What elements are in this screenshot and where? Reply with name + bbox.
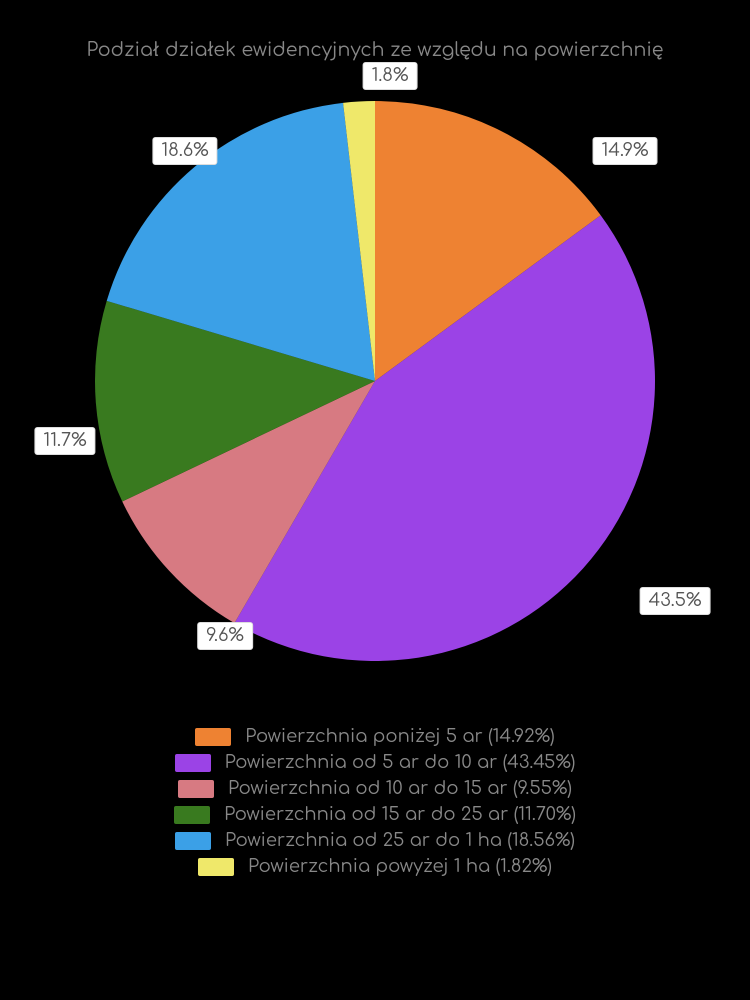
legend: Powierzchnia poniżej 5 ar (14.92%) Powier… (0, 701, 750, 877)
legend-text: Powierzchnia od 10 ar do 15 ar (9.55%) (228, 779, 572, 799)
legend-item: Powierzchnia od 10 ar do 15 ar (9.55%) (0, 779, 750, 799)
legend-item: Powierzchnia powyżej 1 ha (1.82%) (0, 857, 750, 877)
legend-item: Powierzchnia od 5 ar do 10 ar (43.45%) (0, 753, 750, 773)
pie-chart-area: 14.9% 43.5% 9.6% 11.7% 18.6% 1.8% (0, 61, 750, 701)
legend-text: Powierzchnia od 25 ar do 1 ha (18.56%) (225, 831, 575, 851)
legend-swatch (195, 728, 231, 746)
pie-svg (75, 81, 675, 681)
slice-label: 14.9% (593, 137, 658, 165)
legend-swatch (178, 780, 214, 798)
legend-text: Powierzchnia od 5 ar do 10 ar (43.45%) (225, 753, 576, 773)
legend-swatch (198, 858, 234, 876)
slice-label: 18.6% (152, 137, 217, 165)
slice-label: 9.6% (197, 622, 253, 650)
legend-swatch (174, 806, 210, 824)
legend-item: Powierzchnia od 15 ar do 25 ar (11.70%) (0, 805, 750, 825)
legend-text: Powierzchnia od 15 ar do 25 ar (11.70%) (224, 805, 576, 825)
legend-item: Powierzchnia od 25 ar do 1 ha (18.56%) (0, 831, 750, 851)
chart-container: Podział działek ewidencyjnych ze względu… (0, 0, 750, 1000)
legend-swatch (175, 832, 211, 850)
chart-title: Podział działek ewidencyjnych ze względu… (0, 0, 750, 61)
slice-label: 1.8% (363, 62, 418, 90)
legend-item: Powierzchnia poniżej 5 ar (14.92%) (0, 727, 750, 747)
slice-label: 43.5% (640, 587, 711, 615)
legend-text: Powierzchnia poniżej 5 ar (14.92%) (245, 727, 554, 747)
slice-label: 11.7% (34, 427, 95, 455)
legend-text: Powierzchnia powyżej 1 ha (1.82%) (248, 857, 552, 877)
legend-swatch (175, 754, 211, 772)
